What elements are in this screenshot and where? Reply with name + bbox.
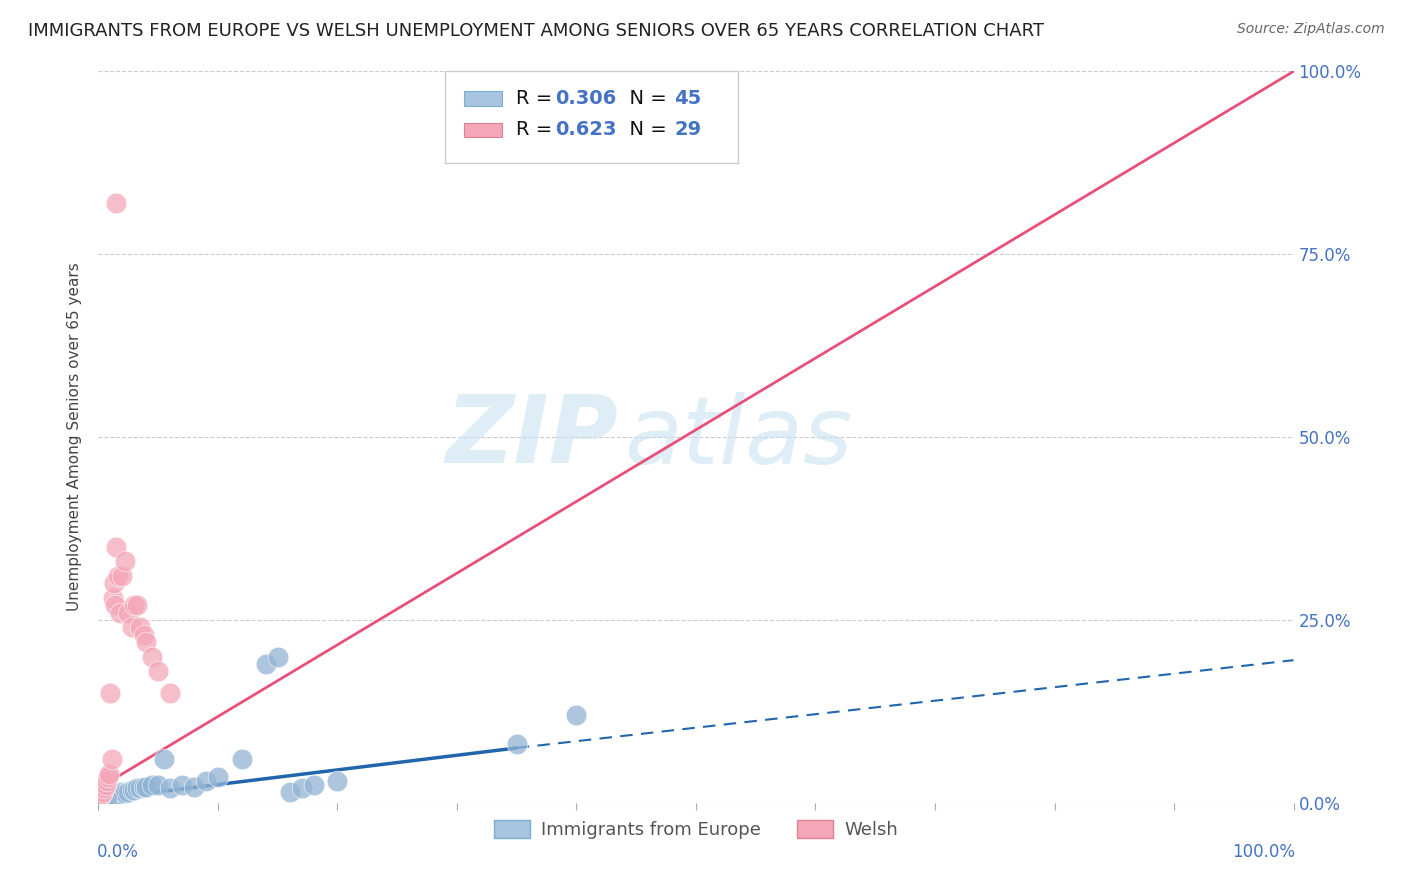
Point xyxy=(111,569,134,583)
Point xyxy=(103,789,125,803)
Point xyxy=(132,780,155,794)
Text: ZIP: ZIP xyxy=(446,391,619,483)
Point xyxy=(97,770,120,784)
Point xyxy=(125,599,148,613)
Point xyxy=(91,791,114,805)
Point xyxy=(104,599,127,613)
Text: IMMIGRANTS FROM EUROPE VS WELSH UNEMPLOYMENT AMONG SENIORS OVER 65 YEARS CORRELA: IMMIGRANTS FROM EUROPE VS WELSH UNEMPLOY… xyxy=(28,22,1045,40)
Point xyxy=(302,778,325,792)
FancyBboxPatch shape xyxy=(464,91,502,106)
Point xyxy=(91,794,114,808)
Text: 29: 29 xyxy=(675,120,702,139)
Point xyxy=(98,766,121,780)
Text: N =: N = xyxy=(617,89,673,108)
Point xyxy=(132,627,155,641)
Text: 0.623: 0.623 xyxy=(555,120,616,139)
Point xyxy=(105,196,128,211)
Point xyxy=(291,781,314,796)
Point xyxy=(124,782,146,797)
Point xyxy=(121,620,143,634)
Point xyxy=(326,773,349,788)
Point xyxy=(93,793,115,807)
Point xyxy=(93,781,115,796)
Point xyxy=(96,790,118,805)
Text: atlas: atlas xyxy=(624,392,852,483)
Text: R =: R = xyxy=(516,120,558,139)
Point xyxy=(117,785,139,799)
Point xyxy=(108,787,131,801)
Point xyxy=(100,752,122,766)
Point xyxy=(124,599,146,613)
Point xyxy=(506,737,529,751)
Point xyxy=(565,708,588,723)
Point xyxy=(105,540,128,554)
Point xyxy=(195,773,218,788)
Point xyxy=(96,792,118,806)
Point xyxy=(114,786,136,800)
Text: 100.0%: 100.0% xyxy=(1232,843,1295,861)
Point xyxy=(172,778,194,792)
Point xyxy=(107,569,129,583)
Point xyxy=(148,778,170,792)
Point xyxy=(153,752,176,766)
Point xyxy=(267,649,290,664)
Point xyxy=(108,606,131,620)
Text: R =: R = xyxy=(516,89,558,108)
Point xyxy=(105,787,128,801)
Point xyxy=(159,686,181,700)
Point xyxy=(104,789,127,804)
Point xyxy=(97,789,120,804)
Point xyxy=(207,770,229,784)
Text: N =: N = xyxy=(617,120,673,139)
Point xyxy=(135,780,157,794)
Point xyxy=(101,591,124,605)
Point xyxy=(103,576,125,591)
Point xyxy=(159,781,181,796)
Text: 45: 45 xyxy=(675,89,702,108)
Point xyxy=(231,752,253,766)
Point xyxy=(141,778,163,792)
Point xyxy=(129,781,152,796)
Point xyxy=(98,790,121,805)
Text: 0.306: 0.306 xyxy=(555,89,616,108)
FancyBboxPatch shape xyxy=(464,122,502,137)
Point xyxy=(90,792,112,806)
Point xyxy=(98,789,122,803)
Point xyxy=(94,791,117,805)
Point xyxy=(91,787,114,801)
Point xyxy=(94,778,117,792)
Point xyxy=(100,789,122,804)
Point xyxy=(107,789,129,803)
Point xyxy=(101,789,124,804)
Point xyxy=(91,792,114,806)
Legend: Immigrants from Europe, Welsh: Immigrants from Europe, Welsh xyxy=(486,813,905,847)
Y-axis label: Unemployment Among Seniors over 65 years: Unemployment Among Seniors over 65 years xyxy=(67,263,83,611)
Point xyxy=(90,789,112,803)
Point xyxy=(125,781,148,796)
Point xyxy=(183,780,205,794)
Point xyxy=(135,635,157,649)
Point xyxy=(148,664,170,678)
Point xyxy=(278,785,301,799)
Point xyxy=(91,785,114,799)
Point xyxy=(98,686,122,700)
Point xyxy=(96,773,118,788)
Point xyxy=(254,657,277,671)
Text: 0.0%: 0.0% xyxy=(97,843,139,861)
Point xyxy=(111,785,134,799)
Point xyxy=(129,620,152,634)
FancyBboxPatch shape xyxy=(446,71,738,163)
Point xyxy=(93,789,115,804)
Point xyxy=(117,606,139,620)
Text: Source: ZipAtlas.com: Source: ZipAtlas.com xyxy=(1237,22,1385,37)
Point xyxy=(121,782,143,797)
Point xyxy=(114,554,136,568)
Point xyxy=(141,649,163,664)
